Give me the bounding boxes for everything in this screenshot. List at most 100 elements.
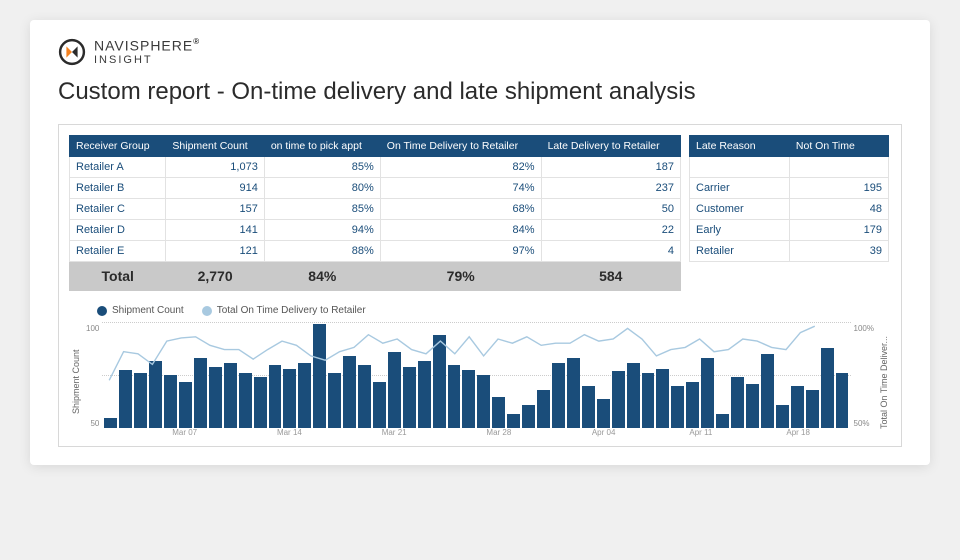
bar <box>269 365 282 429</box>
table-cell: 80% <box>264 178 380 199</box>
report-body: Receiver Group Shipment Count on time to p… <box>58 124 902 447</box>
table-row: Retailer B91480%74%237 <box>70 178 681 199</box>
table-cell: 157 <box>166 199 264 220</box>
bar <box>119 370 132 428</box>
table-row: Early179 <box>690 220 889 241</box>
bar <box>597 399 610 429</box>
table-cell <box>690 157 790 178</box>
brand-name: NAVISPHERE <box>94 37 193 53</box>
x-tick: Mar 21 <box>382 428 407 437</box>
side-table-col-header: Late Reason <box>690 136 790 157</box>
y-axis-left-label: Shipment Count <box>69 322 83 442</box>
y-axis-right-ticks: 100% 50% <box>851 322 877 442</box>
chart-legend: Shipment Count Total On Time Delivery to … <box>97 305 891 316</box>
bar <box>507 414 520 429</box>
table-cell: Retailer A <box>70 157 166 178</box>
tables-container: Receiver GroupShipment Counton time to p… <box>69 135 891 291</box>
y-tick: 50 <box>86 419 99 428</box>
table-row: Retailer39 <box>690 241 889 262</box>
table-row: Retailer E12188%97%4 <box>70 241 681 262</box>
y-tick: 100% <box>854 324 874 333</box>
bar <box>313 324 326 428</box>
table-cell: 85% <box>264 157 380 178</box>
bar <box>791 386 804 428</box>
table-cell: 914 <box>166 178 264 199</box>
legend-item: Shipment Count <box>97 305 184 316</box>
table-cell: 187 <box>541 157 680 178</box>
y-axis-right-label: Total On Time Deliver... <box>877 322 891 442</box>
legend-item: Total On Time Delivery to Retailer <box>202 305 366 316</box>
bar <box>836 373 849 428</box>
table-cell: 22 <box>541 220 680 241</box>
plot-region: Mar 07Mar 14Mar 21Mar 28Apr 04Apr 11Apr … <box>102 322 850 442</box>
y-tick: 100 <box>86 324 99 333</box>
bar <box>656 369 669 428</box>
bar <box>254 377 267 428</box>
bar <box>239 373 252 428</box>
bar <box>462 370 475 428</box>
table-cell: 88% <box>264 241 380 262</box>
bar <box>671 386 684 428</box>
bar <box>283 369 296 428</box>
x-axis-ticks: Mar 07Mar 14Mar 21Mar 28Apr 04Apr 11Apr … <box>102 428 850 442</box>
combo-chart: Shipment Count Total On Time Delivery to … <box>69 305 891 442</box>
main-table-col-header: Late Delivery to Retailer <box>541 136 680 157</box>
brand-subname: INSIGHT <box>94 55 199 66</box>
table-row: Customer48 <box>690 199 889 220</box>
y-tick: 50% <box>854 419 874 428</box>
x-tick: Apr 11 <box>689 428 712 437</box>
bar <box>164 375 177 428</box>
table-cell <box>789 157 888 178</box>
table-cell: Retailer E <box>70 241 166 262</box>
table-cell: Retailer B <box>70 178 166 199</box>
table-cell: 39 <box>789 241 888 262</box>
bar <box>418 361 431 429</box>
table-cell: 50 <box>541 199 680 220</box>
bar <box>477 375 490 428</box>
table-row <box>690 157 889 178</box>
legend-label: Shipment Count <box>112 305 184 316</box>
bar <box>552 363 565 429</box>
table-cell: 237 <box>541 178 680 199</box>
bar <box>627 363 640 429</box>
table-cell: 4 <box>541 241 680 262</box>
table-cell: 48 <box>789 199 888 220</box>
table-cell: 84% <box>380 220 541 241</box>
table-cell: Carrier <box>690 178 790 199</box>
main-table-col-header: on time to pick appt <box>264 136 380 157</box>
table-cell: 97% <box>380 241 541 262</box>
table-cell: 85% <box>264 199 380 220</box>
bar <box>448 365 461 429</box>
brand-text: NAVISPHERE® INSIGHT <box>94 38 199 66</box>
main-table: Receiver GroupShipment Counton time to p… <box>69 135 681 291</box>
table-cell: Retailer C <box>70 199 166 220</box>
bar <box>731 377 744 428</box>
bar <box>716 414 729 429</box>
bar <box>492 397 505 429</box>
x-tick: Apr 18 <box>786 428 810 437</box>
total-label: Total <box>70 262 166 291</box>
table-cell: Retailer <box>690 241 790 262</box>
report-page: NAVISPHERE® INSIGHT Custom report - On-t… <box>30 20 930 465</box>
legend-label: Total On Time Delivery to Retailer <box>217 305 366 316</box>
total-row: Total2,77084%79%584 <box>70 262 681 291</box>
table-cell: Early <box>690 220 790 241</box>
bar <box>686 382 699 429</box>
side-table: Late ReasonNot On Time Carrier195Custome… <box>689 135 889 262</box>
table-cell: 1,073 <box>166 157 264 178</box>
bar <box>761 354 774 428</box>
x-tick: Apr 04 <box>592 428 616 437</box>
main-table-col-header: Receiver Group <box>70 136 166 157</box>
side-table-header-row: Late ReasonNot On Time <box>690 136 889 157</box>
bar <box>343 356 356 428</box>
legend-swatch <box>202 306 212 316</box>
bar <box>567 358 580 428</box>
bar <box>134 373 147 428</box>
table-cell: 68% <box>380 199 541 220</box>
total-cell: 584 <box>541 262 680 291</box>
x-tick: Mar 07 <box>172 428 197 437</box>
side-table-col-header: Not On Time <box>789 136 888 157</box>
navisphere-logo-icon <box>58 38 86 66</box>
brand-logo: NAVISPHERE® INSIGHT <box>58 38 902 66</box>
table-cell: Customer <box>690 199 790 220</box>
